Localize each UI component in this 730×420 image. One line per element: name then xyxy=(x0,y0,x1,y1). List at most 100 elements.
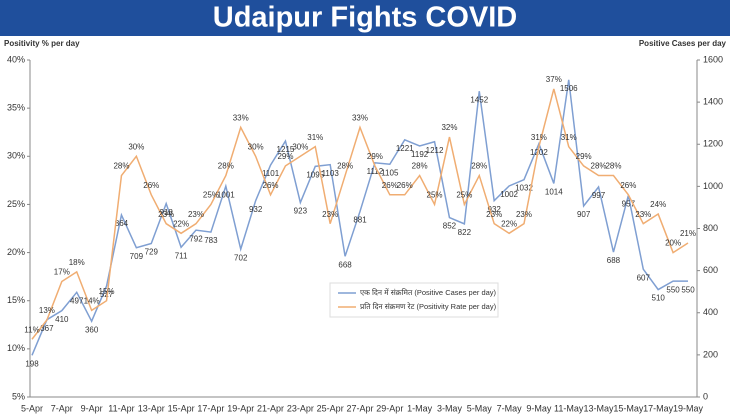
data-label: 1032 xyxy=(515,184,533,193)
data-label: 709 xyxy=(130,252,144,261)
data-label: 1221 xyxy=(396,144,414,153)
data-label: 1215 xyxy=(277,145,295,154)
y-tick-label: 20% xyxy=(7,247,25,257)
x-tick-label: 15-May xyxy=(613,403,644,413)
series-line xyxy=(31,79,688,356)
data-label: 1452 xyxy=(470,95,488,104)
y-tick-label: 10% xyxy=(7,343,25,353)
x-tick-label: 13-Apr xyxy=(138,403,165,413)
y2-tick-label: 1600 xyxy=(703,54,723,64)
data-label: 32% xyxy=(441,123,457,132)
data-label: 28% xyxy=(412,162,428,171)
y2-tick-label: 600 xyxy=(703,265,718,275)
data-label: 792 xyxy=(189,234,203,243)
data-label: 26% xyxy=(397,181,413,190)
data-label: 932 xyxy=(249,205,263,214)
x-tick-label: 21-Apr xyxy=(257,403,284,413)
x-tick-label: 13-May xyxy=(584,403,615,413)
legend xyxy=(329,282,499,318)
legend-label: प्रति दिन संक्रमण रेट (Positivity Rate p… xyxy=(360,302,497,311)
data-label: 1101 xyxy=(262,169,280,178)
data-label: 702 xyxy=(234,253,248,262)
data-label: 822 xyxy=(458,228,472,237)
data-label: 997 xyxy=(592,191,606,200)
data-label: 1112 xyxy=(367,167,384,176)
data-label: 30% xyxy=(292,142,308,151)
x-tick-label: 7-May xyxy=(497,403,523,413)
x-tick-label: 5-May xyxy=(467,403,493,413)
x-tick-label: 25-Apr xyxy=(317,403,344,413)
y-tick-label: 35% xyxy=(7,103,25,113)
data-label: 1192 xyxy=(411,150,429,159)
data-label: 1506 xyxy=(560,84,578,93)
data-label: 28% xyxy=(337,162,353,171)
data-label: 28% xyxy=(113,162,129,171)
y-tick-label: 15% xyxy=(7,295,25,305)
data-label: 1001 xyxy=(217,190,235,199)
data-label: 29% xyxy=(576,152,592,161)
y-tick-label: 30% xyxy=(7,151,25,161)
x-tick-label: 19-May xyxy=(673,403,704,413)
x-tick-label: 15-Apr xyxy=(168,403,195,413)
data-label: 688 xyxy=(607,256,621,265)
data-label: 18% xyxy=(69,258,85,267)
x-tick-label: 3-May xyxy=(437,403,463,413)
data-label: 1202 xyxy=(530,148,548,157)
data-label: 607 xyxy=(637,273,651,282)
x-tick-label: 29-Apr xyxy=(376,403,403,413)
data-label: 510 xyxy=(652,294,666,303)
data-label: 550 xyxy=(681,285,695,294)
data-label: 33% xyxy=(352,114,368,123)
data-label: 907 xyxy=(577,210,591,219)
x-tick-label: 19-Apr xyxy=(227,403,254,413)
data-label: 852 xyxy=(443,222,457,231)
y2-axis-title: Positive Cases per day xyxy=(639,39,727,48)
legend-label: एक दिन में संक्रमित (Positive Cases per … xyxy=(360,288,497,297)
x-tick-label: 11-May xyxy=(554,403,584,413)
data-label: 37% xyxy=(546,75,562,84)
y2-tick-label: 1000 xyxy=(703,181,723,191)
data-label: 11% xyxy=(24,325,39,334)
data-label: 14% xyxy=(84,296,100,305)
data-label: 918 xyxy=(160,208,174,217)
data-label: 932 xyxy=(488,205,502,214)
data-label: 26% xyxy=(620,181,636,190)
data-label: 711 xyxy=(175,251,188,260)
data-label: 1095 xyxy=(306,170,324,179)
data-label: 13% xyxy=(39,306,55,315)
data-label: 28% xyxy=(218,162,234,171)
data-label: 497 xyxy=(70,296,84,305)
data-label: 864 xyxy=(115,219,129,228)
data-label: 25% xyxy=(456,191,472,200)
data-label: 957 xyxy=(622,200,636,209)
data-label: 1105 xyxy=(381,168,399,177)
data-label: 23% xyxy=(158,210,174,219)
data-label: 410 xyxy=(55,315,69,324)
data-label: 923 xyxy=(294,207,308,216)
data-label: 29% xyxy=(277,152,293,161)
data-label: 26% xyxy=(143,181,159,190)
data-label: 20% xyxy=(665,239,681,248)
data-label: 881 xyxy=(353,216,367,225)
series-line xyxy=(31,88,689,340)
x-tick-label: 7-Apr xyxy=(51,403,73,413)
y-tick-label: 25% xyxy=(7,199,25,209)
y-tick-label: 40% xyxy=(7,54,25,64)
y2-tick-label: 1400 xyxy=(703,97,723,107)
x-tick-label: 23-Apr xyxy=(287,403,314,413)
data-label: 28% xyxy=(591,162,607,171)
x-tick-label: 9-May xyxy=(526,403,552,413)
x-tick-label: 27-Apr xyxy=(346,403,373,413)
data-label: 23% xyxy=(188,210,204,219)
data-label: 23% xyxy=(635,210,651,219)
data-label: 31% xyxy=(561,133,577,142)
data-label: 24% xyxy=(650,200,666,209)
y2-tick-label: 200 xyxy=(703,349,718,359)
data-label: 26% xyxy=(382,181,398,190)
x-tick-label: 5-Apr xyxy=(21,403,43,413)
x-tick-label: 1-May xyxy=(407,403,433,413)
data-label: 31% xyxy=(307,133,323,142)
y2-tick-label: 400 xyxy=(703,307,718,317)
data-label: 33% xyxy=(233,114,249,123)
data-label: 198 xyxy=(25,359,39,368)
